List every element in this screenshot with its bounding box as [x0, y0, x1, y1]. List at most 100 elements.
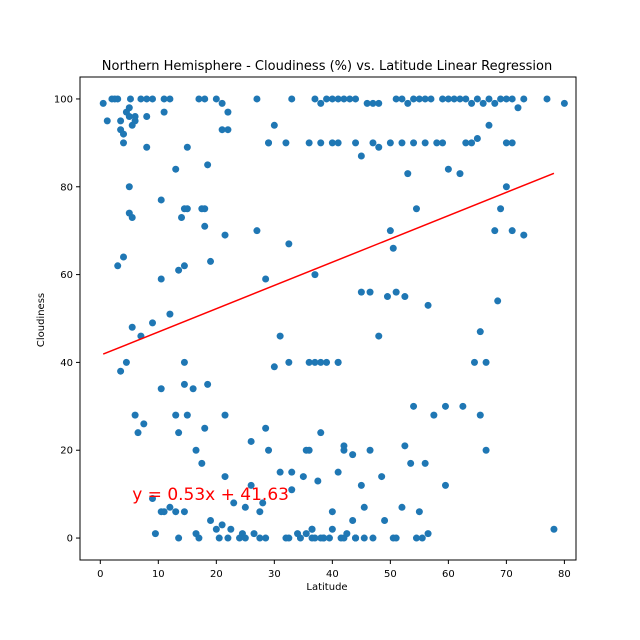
data-point — [497, 205, 505, 213]
data-point — [468, 139, 476, 147]
y-axis-label: Cloudiness — [36, 293, 47, 347]
data-point — [265, 139, 273, 147]
data-point — [311, 534, 319, 542]
data-point — [175, 266, 183, 274]
data-point — [328, 525, 336, 533]
chart-title: Northern Hemisphere - Cloudiness (%) vs.… — [102, 59, 552, 74]
data-point — [473, 95, 481, 103]
data-point — [207, 516, 215, 524]
data-point — [160, 508, 168, 516]
data-point — [389, 244, 397, 252]
plot-area: 0 10 20 30 40 50 60 70 80 0 20 40 60 80 100 — [54, 76, 577, 580]
data-point — [476, 328, 484, 336]
data-point — [349, 451, 357, 459]
data-point — [369, 99, 377, 107]
data-point — [120, 139, 128, 147]
data-point — [334, 468, 342, 476]
data-point — [421, 95, 429, 103]
data-point — [125, 104, 133, 112]
data-point — [282, 139, 290, 147]
data-point — [207, 257, 215, 265]
data-point — [120, 253, 128, 261]
data-point — [308, 525, 316, 533]
data-point — [120, 130, 128, 138]
data-point — [285, 358, 293, 366]
data-point — [328, 508, 336, 516]
data-point — [383, 293, 391, 301]
data-point — [172, 165, 180, 173]
data-point — [386, 139, 394, 147]
data-point — [157, 385, 165, 393]
data-point — [433, 139, 441, 147]
data-point — [369, 139, 377, 147]
data-point — [128, 121, 136, 129]
data-point — [502, 95, 510, 103]
data-point — [285, 240, 293, 248]
data-point — [172, 508, 180, 516]
y-tick-label: 80 — [60, 182, 73, 193]
data-point — [250, 530, 258, 538]
data-point — [421, 459, 429, 467]
data-point — [340, 446, 348, 454]
data-point — [157, 275, 165, 283]
y-tick-label: 20 — [60, 446, 73, 457]
data-point — [131, 113, 139, 121]
data-point — [175, 534, 183, 542]
data-point — [224, 126, 232, 134]
data-point — [212, 95, 220, 103]
data-point — [299, 473, 307, 481]
data-point — [218, 99, 226, 107]
x-tick-label: 40 — [326, 569, 339, 580]
data-point — [201, 95, 209, 103]
data-point — [398, 139, 406, 147]
data-point — [204, 161, 212, 169]
data-point — [131, 411, 139, 419]
data-point — [270, 363, 278, 371]
data-point — [143, 143, 151, 151]
data-point — [166, 503, 174, 511]
data-point — [125, 113, 133, 121]
data-point — [508, 227, 516, 235]
data-point — [410, 139, 418, 147]
data-point — [456, 170, 464, 178]
data-point — [357, 152, 365, 160]
data-point — [392, 95, 400, 103]
data-point — [117, 367, 125, 375]
data-point — [314, 477, 322, 485]
data-point — [241, 503, 249, 511]
data-point — [253, 227, 261, 235]
data-point — [334, 139, 342, 147]
data-point — [151, 530, 159, 538]
data-point — [317, 534, 325, 542]
data-point — [311, 358, 319, 366]
data-point — [189, 385, 197, 393]
data-point — [204, 380, 212, 388]
data-point — [508, 95, 516, 103]
axes-frame — [79, 76, 577, 561]
data-point — [412, 205, 420, 213]
x-tick-label: 0 — [97, 569, 103, 580]
data-point — [410, 402, 418, 410]
data-point — [122, 358, 130, 366]
data-point — [265, 446, 273, 454]
data-point — [126, 95, 134, 103]
data-point — [508, 139, 516, 147]
data-point — [375, 332, 383, 340]
data-point — [328, 139, 336, 147]
data-point — [215, 534, 223, 542]
data-point — [366, 446, 374, 454]
data-point — [259, 499, 267, 507]
data-point — [392, 534, 400, 542]
data-point — [230, 499, 238, 507]
data-point — [502, 139, 510, 147]
data-point — [378, 473, 386, 481]
data-point — [311, 271, 319, 279]
data-point — [485, 121, 493, 129]
data-point — [276, 332, 284, 340]
data-point — [201, 424, 209, 432]
data-point — [334, 95, 342, 103]
data-point — [497, 95, 505, 103]
data-point — [482, 358, 490, 366]
data-point — [224, 108, 232, 116]
